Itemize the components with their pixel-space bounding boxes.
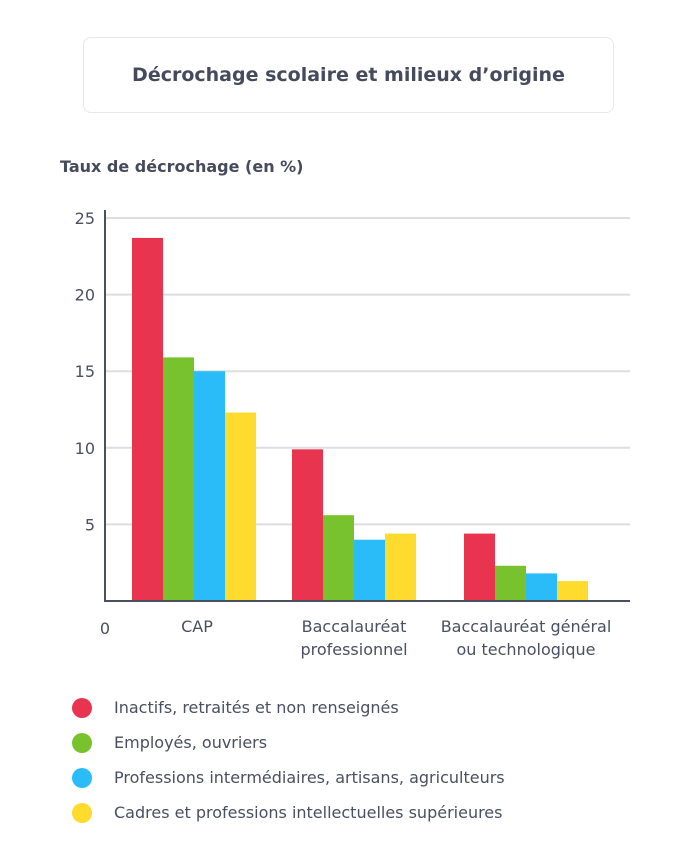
legend-swatch: [72, 767, 92, 788]
bar: [225, 412, 256, 601]
y-tick-label: 20: [75, 286, 95, 305]
bar: [526, 573, 557, 601]
y-tick-label: 5: [85, 515, 95, 534]
bar: [163, 357, 194, 601]
bar: [557, 581, 588, 601]
bar: [464, 533, 495, 601]
legend-item: Cadres et professions intellectuelles su…: [72, 795, 505, 830]
bar: [354, 539, 385, 601]
legend-label: Employés, ouvriers: [114, 733, 268, 752]
bar: [292, 449, 323, 601]
bar: [132, 237, 163, 601]
legend-label: Inactifs, retraités et non renseignés: [114, 698, 399, 717]
bar: [385, 533, 416, 601]
legend-swatch: [72, 732, 92, 753]
legend-item: Professions intermédiaires, artisans, ag…: [72, 760, 505, 795]
legend-swatch: [72, 802, 92, 823]
legend-item: Employés, ouvriers: [72, 725, 505, 760]
x-category-label: Baccalauréat: [302, 617, 407, 636]
x-category-label: CAP: [181, 617, 213, 636]
legend-label: Professions intermédiaires, artisans, ag…: [114, 768, 505, 787]
x-category-label: ou technologique: [457, 640, 596, 659]
legend-swatch: [72, 697, 92, 718]
bar: [323, 515, 354, 601]
y-tick-label: 25: [75, 209, 95, 228]
y-tick-label: 10: [75, 439, 95, 458]
chart-title-box: Décrochage scolaire et milieux d’origine: [83, 37, 614, 113]
bar: [495, 565, 526, 601]
x-category-label: professionnel: [300, 640, 407, 659]
bar-chart: 0 5 10 15 20 25 CAP Baccalauréat professionnel Ba…: [75, 209, 630, 659]
y-axis-label: Taux de décrochage (en %): [60, 157, 304, 176]
legend-item: Inactifs, retraités et non renseignés: [72, 690, 505, 725]
bar: [194, 371, 225, 601]
chart-title: Décrochage scolaire et milieux d’origine: [132, 64, 565, 86]
y-tick-label: 15: [75, 362, 95, 381]
legend-label: Cadres et professions intellectuelles su…: [114, 803, 503, 822]
x-category-label: Baccalauréat général: [441, 617, 612, 636]
y-tick-label: 0: [100, 619, 110, 638]
legend: Inactifs, retraités et non renseignés Emp…: [72, 690, 505, 830]
